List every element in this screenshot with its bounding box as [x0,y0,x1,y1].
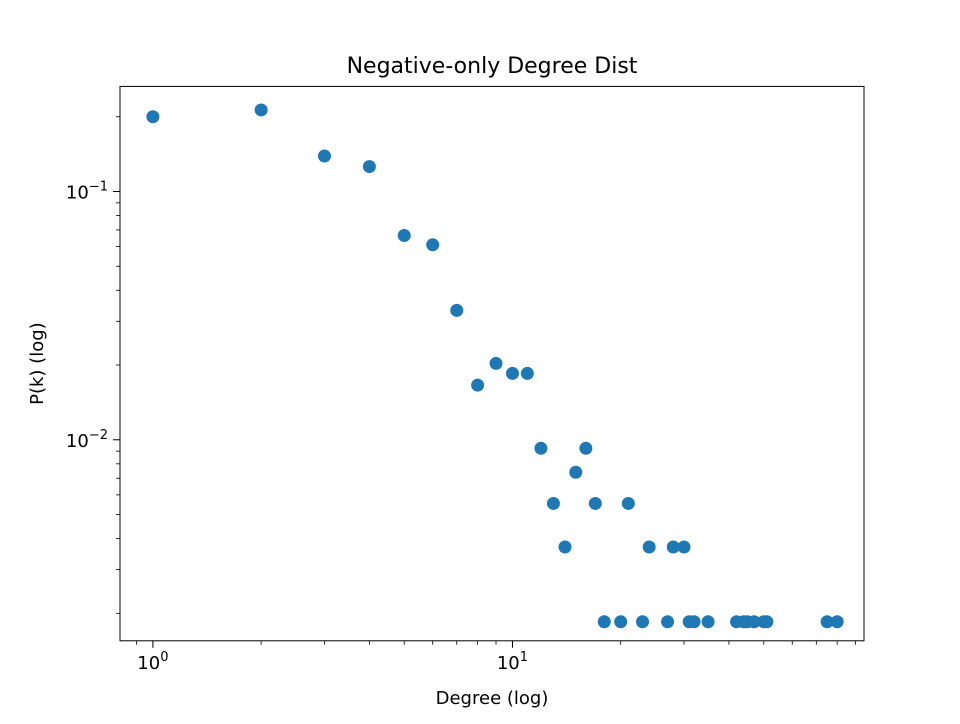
data-point [397,228,411,242]
data-point [146,110,160,124]
data-point [588,496,602,510]
data-point [760,615,774,629]
data-point [317,149,331,163]
plot-area-frame [119,85,865,642]
data-point [579,441,593,455]
data-point [614,615,628,629]
data-point [489,356,503,370]
data-point [597,615,611,629]
x-axis-label: Degree (log) [436,688,549,709]
data-point [450,303,464,317]
data-point [558,540,572,554]
data-point [520,366,534,380]
x-tick-label: 101 [497,650,528,674]
y-tick-label: 10−1 [66,179,108,203]
data-point [636,615,650,629]
data-point [254,103,268,117]
data-point [569,465,583,479]
y-tick-label: 10−2 [66,428,108,452]
x-tick-label: 100 [137,650,168,674]
chart-title: Negative-only Degree Dist [347,54,638,79]
data-point [687,615,701,629]
data-point [505,366,519,380]
data-point [747,615,761,629]
data-point [820,615,834,629]
data-point [642,540,656,554]
data-points [146,103,844,629]
axis-ticks: 100 101 10−1 10−2 [66,116,856,674]
data-point [701,615,715,629]
data-point [546,496,560,510]
data-point [830,615,844,629]
data-point [621,496,635,510]
y-axis-label: P(k) (log) [27,322,48,405]
data-point [661,615,675,629]
data-point [534,441,548,455]
data-point [362,160,376,174]
data-point [471,378,485,392]
data-point [677,540,691,554]
data-point [426,238,440,252]
data-point [666,540,680,554]
